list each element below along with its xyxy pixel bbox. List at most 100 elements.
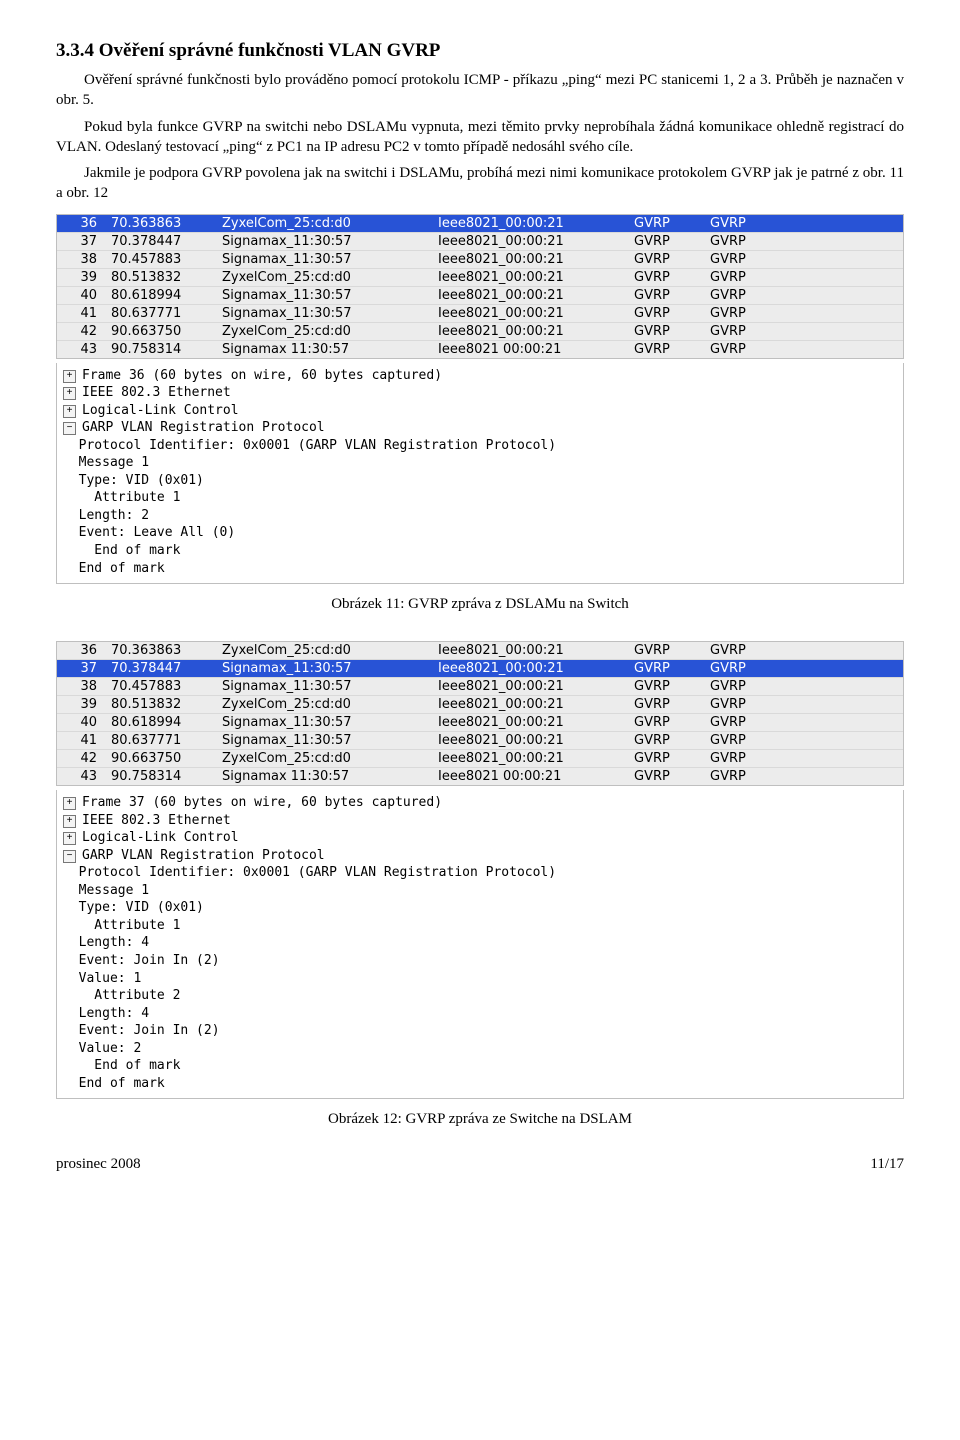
packet-cell: GVRP	[624, 286, 700, 304]
packet-cell: GVRP	[624, 232, 700, 250]
packet-cell: ZyxelCom_25:cd:d0	[212, 322, 428, 340]
table-row[interactable]: 4080.618994Signamax_11:30:57Ieee8021_00:…	[57, 714, 903, 732]
packet-cell: GVRP	[700, 215, 903, 233]
expand-icon[interactable]: +	[63, 797, 76, 810]
packet-cell: 70.363863	[101, 215, 212, 233]
table-row[interactable]: 4290.663750ZyxelCom_25:cd:d0Ieee8021_00:…	[57, 750, 903, 768]
packet-cell: Ieee8021_00:00:21	[428, 215, 624, 233]
table-row[interactable]: 3670.363863ZyxelCom_25:cd:d0Ieee8021_00:…	[57, 215, 903, 233]
detail-line: Type: VID (0x01)	[63, 899, 897, 917]
packet-cell: 80.618994	[101, 286, 212, 304]
detail-line: Attribute 1	[63, 489, 897, 507]
packet-cell: Ieee8021_00:00:21	[428, 660, 624, 678]
packet-cell: GVRP	[700, 232, 903, 250]
table-row[interactable]: 4290.663750ZyxelCom_25:cd:d0Ieee8021_00:…	[57, 322, 903, 340]
expand-icon[interactable]: +	[63, 387, 76, 400]
packet-cell: GVRP	[700, 732, 903, 750]
table-row[interactable]: 3770.378447Signamax_11:30:57Ieee8021_00:…	[57, 660, 903, 678]
expand-icon[interactable]: +	[63, 832, 76, 845]
detail-line: End of mark	[63, 1075, 897, 1093]
packet-cell: 40	[57, 286, 101, 304]
table-row[interactable]: 3870.457883Signamax_11:30:57Ieee8021_00:…	[57, 678, 903, 696]
packet-cell: Ieee8021_00:00:21	[428, 696, 624, 714]
expand-icon[interactable]: −	[63, 850, 76, 863]
packet-cell: GVRP	[700, 642, 903, 660]
detail-line: Type: VID (0x01)	[63, 472, 897, 490]
packet-list-1: 3670.363863ZyxelCom_25:cd:d0Ieee8021_00:…	[57, 215, 903, 358]
packet-cell: Ieee8021_00:00:21	[428, 268, 624, 286]
detail-line: Length: 4	[63, 934, 897, 952]
packet-cell: 37	[57, 660, 101, 678]
packet-cell: 43	[57, 340, 101, 358]
paragraph-2-text: Pokud byla funkce GVRP na switchi nebo D…	[56, 119, 904, 155]
packet-cell: ZyxelCom_25:cd:d0	[212, 696, 428, 714]
detail-line: +IEEE 802.3 Ethernet	[63, 812, 897, 830]
detail-line: −GARP VLAN Registration Protocol	[63, 419, 897, 437]
footer-pagenum: 11/17	[870, 1156, 904, 1173]
packet-cell: Ieee8021_00:00:21	[428, 714, 624, 732]
packet-cell: GVRP	[700, 678, 903, 696]
table-row[interactable]: 3870.457883Signamax_11:30:57Ieee8021_00:…	[57, 250, 903, 268]
expand-icon[interactable]: +	[63, 370, 76, 383]
packet-cell: GVRP	[700, 750, 903, 768]
figure-caption-12: Obrázek 12: GVRP zpráva ze Switche na DS…	[56, 1111, 904, 1128]
packet-cell: GVRP	[700, 250, 903, 268]
table-row[interactable]: 4390.758314Signamax 11:30:57Ieee8021 00:…	[57, 340, 903, 358]
packet-cell: GVRP	[700, 322, 903, 340]
table-row[interactable]: 4180.637771Signamax_11:30:57Ieee8021_00:…	[57, 732, 903, 750]
expand-icon[interactable]: −	[63, 422, 76, 435]
packet-cell: 41	[57, 304, 101, 322]
paragraph-1-text: Ověření správné funkčnosti bylo prováděn…	[56, 72, 904, 108]
detail-line: Event: Join In (2)	[63, 1022, 897, 1040]
packet-cell: GVRP	[624, 678, 700, 696]
table-row[interactable]: 3980.513832ZyxelCom_25:cd:d0Ieee8021_00:…	[57, 696, 903, 714]
expand-icon[interactable]: +	[63, 815, 76, 828]
detail-line: +Frame 37 (60 bytes on wire, 60 bytes ca…	[63, 794, 897, 812]
packet-cell: GVRP	[624, 250, 700, 268]
packet-cell: 36	[57, 642, 101, 660]
expand-icon[interactable]: +	[63, 405, 76, 418]
packet-cell: Ieee8021_00:00:21	[428, 250, 624, 268]
footer-date: prosinec 2008	[56, 1156, 141, 1173]
packet-cell: 90.758314	[101, 768, 212, 786]
packet-cell: Ieee8021 00:00:21	[428, 768, 624, 786]
table-row[interactable]: 3670.363863ZyxelCom_25:cd:d0Ieee8021_00:…	[57, 642, 903, 660]
packet-cell: GVRP	[700, 340, 903, 358]
packet-cell: GVRP	[700, 286, 903, 304]
packet-cell: 80.618994	[101, 714, 212, 732]
packet-cell: GVRP	[700, 304, 903, 322]
packet-cell: GVRP	[624, 340, 700, 358]
packet-details-1: +Frame 36 (60 bytes on wire, 60 bytes ca…	[56, 363, 904, 585]
packet-cell: ZyxelCom_25:cd:d0	[212, 215, 428, 233]
detail-line: +Frame 36 (60 bytes on wire, 60 bytes ca…	[63, 367, 897, 385]
table-row[interactable]: 3770.378447Signamax_11:30:57Ieee8021_00:…	[57, 232, 903, 250]
packet-cell: 37	[57, 232, 101, 250]
packet-cell: 36	[57, 215, 101, 233]
packet-cell: Signamax_11:30:57	[212, 714, 428, 732]
wireshark-capture-2: 3670.363863ZyxelCom_25:cd:d0Ieee8021_00:…	[56, 641, 904, 786]
packet-cell: ZyxelCom_25:cd:d0	[212, 642, 428, 660]
paragraph-3: Jakmile je podpora GVRP povolena jak na …	[56, 163, 904, 204]
packet-cell: ZyxelCom_25:cd:d0	[212, 750, 428, 768]
packet-cell: GVRP	[624, 660, 700, 678]
detail-line: Message 1	[63, 882, 897, 900]
packet-cell: 90.663750	[101, 322, 212, 340]
table-row[interactable]: 4080.618994Signamax_11:30:57Ieee8021_00:…	[57, 286, 903, 304]
packet-cell: 70.457883	[101, 678, 212, 696]
packet-cell: 42	[57, 750, 101, 768]
packet-cell: GVRP	[624, 268, 700, 286]
packet-cell: Signamax_11:30:57	[212, 304, 428, 322]
packet-cell: 90.758314	[101, 340, 212, 358]
table-row[interactable]: 4390.758314Signamax 11:30:57Ieee8021 00:…	[57, 768, 903, 786]
section-heading: 3.3.4 Ověření správné funkčnosti VLAN GV…	[56, 40, 904, 62]
packet-cell: 80.513832	[101, 268, 212, 286]
packet-cell: 38	[57, 678, 101, 696]
packet-cell: GVRP	[700, 714, 903, 732]
packet-cell: Signamax_11:30:57	[212, 250, 428, 268]
table-row[interactable]: 4180.637771Signamax_11:30:57Ieee8021_00:…	[57, 304, 903, 322]
packet-cell: Signamax_11:30:57	[212, 732, 428, 750]
packet-cell: 39	[57, 696, 101, 714]
packet-cell: Ieee8021_00:00:21	[428, 732, 624, 750]
table-row[interactable]: 3980.513832ZyxelCom_25:cd:d0Ieee8021_00:…	[57, 268, 903, 286]
packet-cell: Signamax_11:30:57	[212, 660, 428, 678]
